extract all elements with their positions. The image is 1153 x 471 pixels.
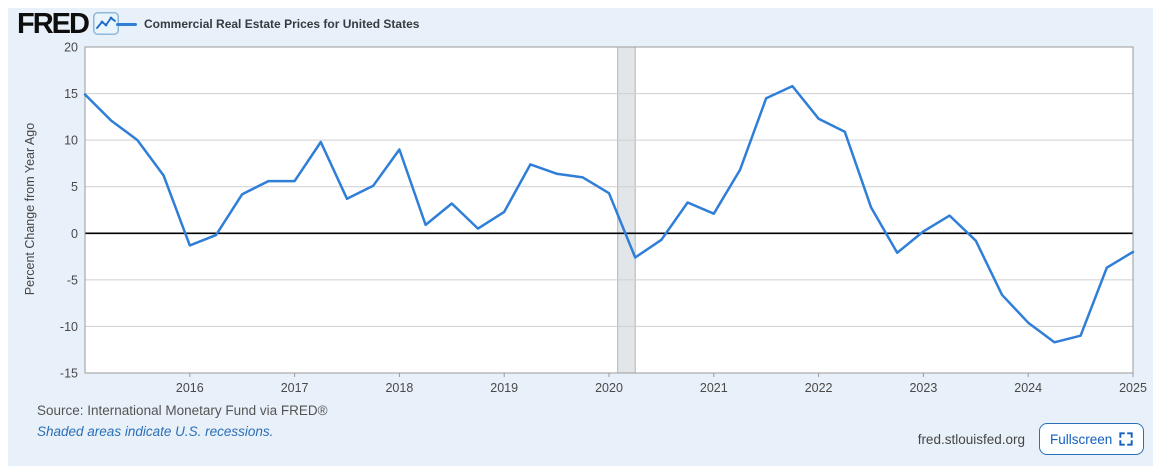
fred-logo-text: FRED	[17, 8, 90, 40]
x-tick-label: 2023	[909, 381, 937, 395]
y-tick-label: -10	[60, 320, 78, 334]
y-tick-label: 20	[64, 41, 78, 55]
x-tick-label: 2018	[385, 381, 413, 395]
y-tick-label: -5	[67, 273, 78, 287]
fred-site-link[interactable]: fred.stlouisfed.org	[917, 432, 1025, 447]
fullscreen-button-label: Fullscreen	[1050, 431, 1113, 447]
y-tick-label: 10	[64, 134, 78, 148]
x-tick-label: 2016	[176, 381, 204, 395]
fullscreen-button[interactable]: Fullscreen	[1039, 423, 1145, 455]
x-tick-label: 2019	[490, 381, 518, 395]
y-tick-label: 0	[71, 227, 78, 241]
y-tick-label: -15	[60, 367, 78, 381]
legend-label: Commercial Real Estate Prices for United…	[144, 17, 420, 31]
fred-logo-graph-icon	[92, 12, 119, 40]
recession-note-link[interactable]: Shaded areas indicate U.S. recessions.	[37, 424, 274, 439]
x-tick-label: 2025	[1119, 381, 1147, 395]
x-tick-label: 2017	[281, 381, 309, 395]
fred-logo[interactable]: FRED	[17, 8, 119, 41]
recession-band	[617, 47, 636, 373]
y-tick-label: 15	[64, 87, 78, 101]
y-tick-label: 5	[71, 180, 78, 194]
x-tick-label: 2020	[595, 381, 623, 395]
legend-item: Commercial Real Estate Prices for United…	[116, 17, 419, 31]
x-tick-label: 2022	[805, 381, 833, 395]
legend-line-swatch	[116, 22, 137, 26]
source-text: Source: International Monetary Fund via …	[37, 403, 328, 418]
data-line[interactable]	[83, 84, 1135, 344]
x-tick-label: 2024	[1014, 381, 1042, 395]
fullscreen-icon	[1119, 432, 1133, 446]
plot-background	[85, 47, 1133, 373]
x-tick-label: 2021	[700, 381, 728, 395]
y-axis-title: Percent Change from Year Ago	[23, 122, 37, 296]
